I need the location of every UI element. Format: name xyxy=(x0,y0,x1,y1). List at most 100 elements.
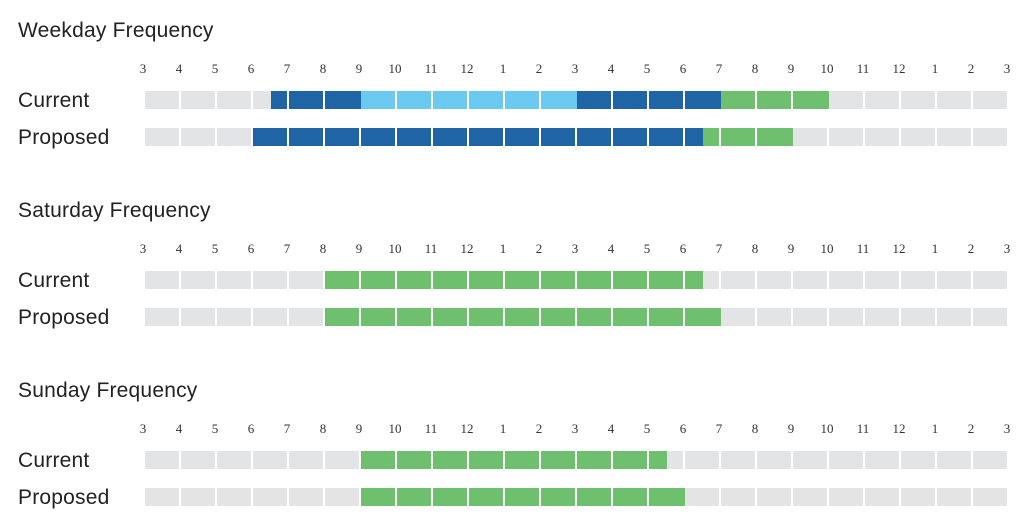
row-label: Current xyxy=(18,89,89,112)
hour-tick-label: 1 xyxy=(932,421,939,436)
hour-tick-label: 6 xyxy=(248,61,255,76)
hour-tick-label: 4 xyxy=(176,61,183,76)
hour-separator xyxy=(395,451,397,469)
hour-tick-label: 2 xyxy=(536,61,543,76)
empty-hour-cell xyxy=(217,91,251,109)
hour-separator xyxy=(503,128,505,146)
hour-tick-label: 10 xyxy=(389,61,402,76)
empty-hour-cell xyxy=(181,271,215,289)
row-label: Proposed xyxy=(18,126,110,149)
hour-separator xyxy=(395,308,397,326)
empty-hour-cell xyxy=(289,271,323,289)
schedule-row: Proposed xyxy=(18,486,1007,509)
hour-separator xyxy=(683,271,685,289)
other-service-segment xyxy=(721,91,829,109)
empty-hour-cell xyxy=(721,271,755,289)
empty-hour-cell xyxy=(937,451,971,469)
empty-hour-cell xyxy=(145,91,179,109)
hour-tick-label: 10 xyxy=(821,421,834,436)
empty-hour-cell xyxy=(217,128,251,146)
hour-tick-label: 7 xyxy=(716,241,723,256)
empty-hour-cell xyxy=(289,308,323,326)
empty-hour-cell xyxy=(865,91,899,109)
empty-hour-cell xyxy=(973,128,1007,146)
hour-separator xyxy=(683,128,685,146)
hour-separator xyxy=(791,91,793,109)
other-service-segment xyxy=(703,128,793,146)
hour-tick-label: 3 xyxy=(1004,61,1011,76)
empty-hour-cell xyxy=(829,488,863,506)
hour-separator xyxy=(503,91,505,109)
hour-tick-label: 7 xyxy=(716,421,723,436)
hour-separator xyxy=(431,308,433,326)
hour-separator xyxy=(539,271,541,289)
empty-hour-cell xyxy=(973,271,1007,289)
empty-hour-cell xyxy=(829,308,863,326)
schedule-row: Current xyxy=(18,449,1007,472)
hour-tick-label: 1 xyxy=(500,61,507,76)
hour-separator xyxy=(611,91,613,109)
hour-separator xyxy=(611,271,613,289)
hour-separator xyxy=(431,128,433,146)
hour-separator xyxy=(647,271,649,289)
hour-separator xyxy=(755,128,757,146)
hour-tick-label: 4 xyxy=(608,241,615,256)
hour-tick-label: 8 xyxy=(752,61,759,76)
section-title: Sunday Frequency xyxy=(18,379,198,402)
empty-hour-cell xyxy=(181,91,215,109)
hour-tick-label: 3 xyxy=(572,241,579,256)
hour-tick-label: 3 xyxy=(140,61,147,76)
empty-hour-cell xyxy=(217,308,251,326)
hour-separator xyxy=(611,488,613,506)
hour-separator xyxy=(467,488,469,506)
hour-tick-label: 11 xyxy=(425,241,438,256)
hour-tick-label: 8 xyxy=(320,61,327,76)
empty-hour-cell xyxy=(721,488,755,506)
hour-tick-label: 1 xyxy=(500,241,507,256)
hour-tick-label: 7 xyxy=(284,241,291,256)
hour-separator xyxy=(683,308,685,326)
hour-tick-label: 11 xyxy=(857,61,870,76)
hour-separator xyxy=(503,271,505,289)
empty-hour-cell xyxy=(901,128,935,146)
hour-separator xyxy=(467,91,469,109)
empty-hour-cell xyxy=(217,271,251,289)
hour-tick-label: 9 xyxy=(788,421,795,436)
hour-separator xyxy=(611,128,613,146)
hour-tick-label: 8 xyxy=(752,421,759,436)
hour-tick-label: 5 xyxy=(644,421,651,436)
empty-hour-cell xyxy=(181,488,215,506)
hour-separator xyxy=(467,451,469,469)
hour-tick-label: 9 xyxy=(356,61,363,76)
hour-tick-label: 7 xyxy=(284,61,291,76)
hour-tick-label: 10 xyxy=(389,241,402,256)
hour-separator xyxy=(611,451,613,469)
hour-separator xyxy=(575,488,577,506)
hour-separator xyxy=(503,308,505,326)
empty-hour-cell xyxy=(865,128,899,146)
empty-hour-cell xyxy=(253,451,287,469)
empty-hour-cell xyxy=(793,271,827,289)
empty-hour-cell xyxy=(901,91,935,109)
hour-tick-label: 6 xyxy=(680,241,687,256)
empty-hour-cell xyxy=(865,308,899,326)
hour-separator xyxy=(467,308,469,326)
hour-tick-label: 10 xyxy=(389,421,402,436)
empty-hour-cell xyxy=(685,488,719,506)
empty-hour-cell xyxy=(145,128,179,146)
hour-separator xyxy=(431,488,433,506)
hour-separator xyxy=(467,271,469,289)
hour-separator xyxy=(395,91,397,109)
empty-hour-cell xyxy=(721,451,755,469)
empty-hour-cell xyxy=(793,308,827,326)
hour-tick-label: 1 xyxy=(932,241,939,256)
empty-hour-cell xyxy=(829,91,863,109)
hour-tick-label: 12 xyxy=(893,241,906,256)
hour-separator xyxy=(539,451,541,469)
hour-tick-label: 6 xyxy=(248,241,255,256)
schedule-row: Proposed xyxy=(18,126,1007,149)
hour-tick-label: 8 xyxy=(320,241,327,256)
hour-separator xyxy=(431,271,433,289)
